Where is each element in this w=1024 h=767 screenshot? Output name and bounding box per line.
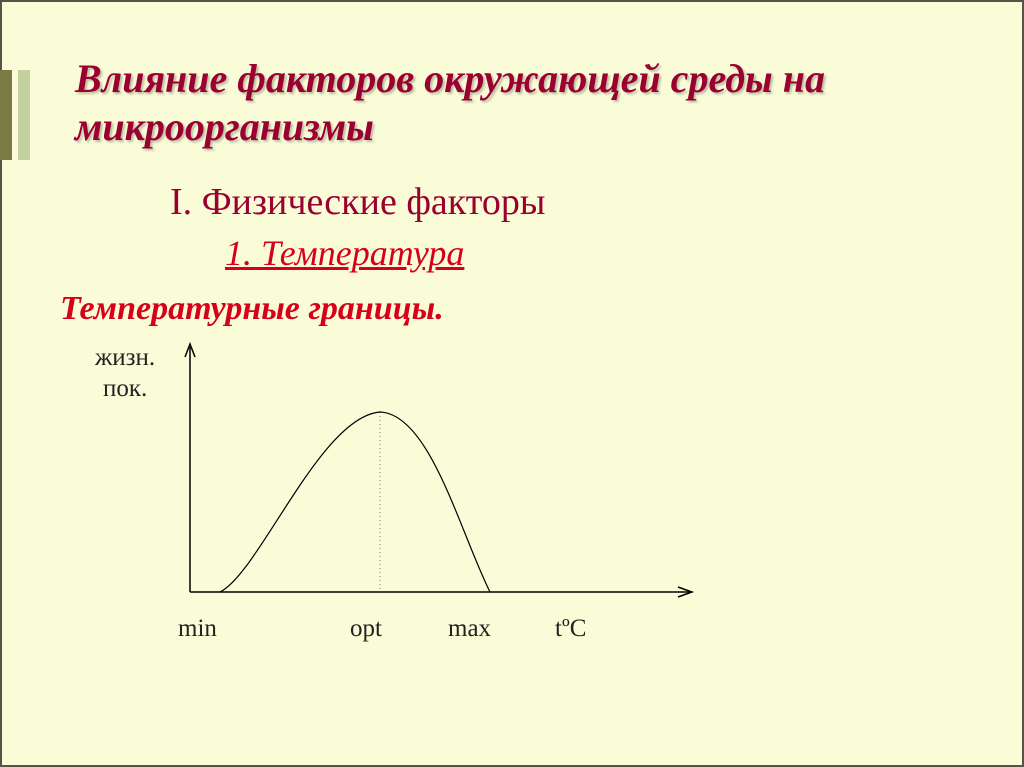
subsection-heading: 1. Температура <box>225 232 464 274</box>
section-heading: I. Физические факторы <box>170 180 545 224</box>
y-axis-label-line2: пок. <box>95 373 155 404</box>
x-axis-label: max <box>448 615 491 643</box>
x-axis-label: opt <box>350 615 382 643</box>
chart-svg <box>180 342 700 602</box>
accent-bar-outer <box>0 70 12 160</box>
slide: Влияние факторов окружающей среды на мик… <box>0 0 1024 767</box>
chart <box>180 342 700 602</box>
accent-bar-inner <box>18 70 30 160</box>
sub-heading: Температурные границы. <box>60 290 444 328</box>
x-axis-label: min <box>178 615 217 643</box>
y-axis-label: жизн. пок. <box>95 342 155 405</box>
y-axis-label-line1: жизн. <box>95 342 155 373</box>
slide-title: Влияние факторов окружающей среды на мик… <box>75 55 955 151</box>
x-axis-label: tºC <box>555 615 586 643</box>
